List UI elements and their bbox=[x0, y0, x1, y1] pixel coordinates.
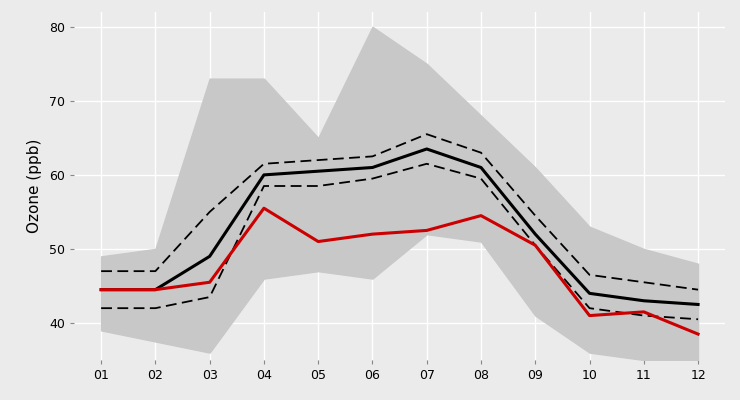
Y-axis label: Ozone (ppb): Ozone (ppb) bbox=[27, 139, 42, 233]
